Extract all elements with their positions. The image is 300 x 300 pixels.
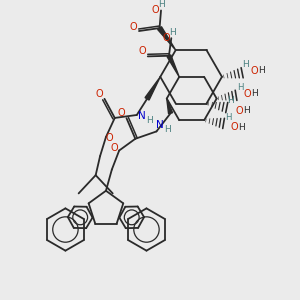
Text: H: H: [238, 123, 245, 132]
Polygon shape: [167, 55, 179, 77]
Text: O: O: [152, 5, 160, 15]
Text: O: O: [235, 106, 243, 116]
Text: O: O: [162, 33, 170, 43]
Text: N: N: [156, 120, 164, 130]
Text: H: H: [226, 96, 233, 105]
Text: H: H: [258, 66, 265, 75]
Polygon shape: [158, 27, 176, 50]
Text: H: H: [164, 124, 171, 134]
Text: H: H: [169, 28, 176, 37]
Text: O: O: [95, 88, 103, 99]
Text: O: O: [130, 22, 137, 32]
Text: H: H: [146, 116, 152, 125]
Text: O: O: [231, 122, 238, 132]
Polygon shape: [167, 98, 172, 114]
Polygon shape: [145, 77, 160, 100]
Text: O: O: [106, 134, 113, 143]
Text: O: O: [117, 108, 125, 118]
Text: O: O: [250, 66, 258, 76]
Text: H: H: [238, 83, 244, 92]
Text: H: H: [158, 0, 165, 8]
Text: N: N: [138, 111, 146, 121]
Text: H: H: [243, 106, 250, 116]
Text: H: H: [242, 60, 249, 69]
Text: O: O: [138, 46, 146, 56]
Text: O: O: [243, 89, 251, 99]
Text: O: O: [111, 142, 118, 153]
Text: H: H: [225, 113, 232, 122]
Text: H: H: [251, 89, 258, 98]
